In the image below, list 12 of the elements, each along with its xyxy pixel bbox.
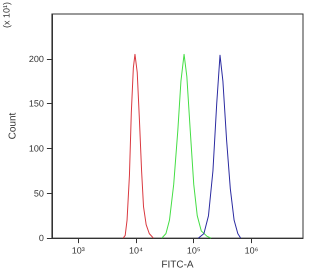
y-tick-label: 0	[38, 233, 44, 244]
y-axis-title: Count	[8, 112, 18, 140]
x-tick-label: 10⁵	[186, 246, 201, 256]
y-tick-label: 50	[34, 188, 44, 198]
x-axis-title: FITC-A	[161, 260, 194, 270]
x-tick-label: 10⁴	[129, 246, 144, 256]
text: (x 10¹)	[2, 2, 12, 28]
y-tick-label: 100	[28, 143, 44, 154]
y-tick-label: 200	[28, 54, 44, 64]
y-tick-label: 150	[28, 98, 44, 109]
x-tick-label: 10⁶	[244, 246, 259, 256]
x-tick-label: 10³	[72, 246, 85, 256]
